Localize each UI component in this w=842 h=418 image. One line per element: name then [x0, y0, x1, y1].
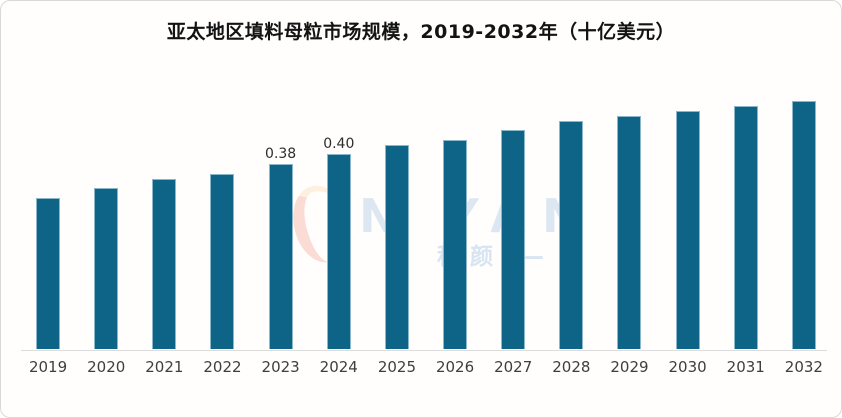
bar-2027: [501, 130, 526, 349]
bar-column-2028: [542, 79, 600, 349]
x-tick-2023: 2023: [261, 358, 300, 376]
x-tick-2030: 2030: [668, 358, 707, 376]
x-tick-2024: 2024: [319, 358, 358, 376]
bar-2021: [152, 179, 177, 349]
bar-column-2025: [368, 79, 426, 349]
bar-2024: [326, 154, 351, 349]
chart-title: 亚太地区填料母粒市场规模，2019-2032年（十亿美元）: [166, 21, 676, 43]
bar-2020: [94, 188, 119, 349]
bar-2025: [384, 145, 409, 349]
bar-2031: [733, 106, 758, 349]
bar-2022: [210, 174, 235, 349]
bar-column-2019: [19, 79, 77, 349]
bar-column-2027: [484, 79, 542, 349]
x-tick-2028: 2028: [552, 358, 591, 376]
bar-2019: [36, 198, 61, 349]
x-tick-2032: 2032: [784, 358, 823, 376]
x-tick-2026: 2026: [435, 358, 475, 376]
bar-value-label-2023: 0.38: [265, 146, 297, 162]
bar-column-2022: [193, 79, 251, 349]
x-tick-2025: 2025: [377, 358, 416, 376]
bar-column-2021: [135, 79, 193, 349]
x-tick-2021: 2021: [145, 358, 184, 376]
x-axis-labels: 2019 2020 2021 2022 2023 2024 2025 2026 2027 2028…: [19, 358, 833, 376]
bar-2028: [559, 121, 584, 349]
bar-column-2020: [77, 79, 135, 349]
bar-column-2031: [717, 79, 775, 349]
bar-column-2024: 0.40: [310, 79, 368, 349]
x-tick-2019: 2019: [28, 358, 68, 376]
x-tick-2027: 2027: [494, 358, 533, 376]
bar-column-2029: [600, 79, 658, 349]
bar-2029: [617, 116, 642, 349]
bar-2026: [443, 140, 468, 349]
bar-value-label-2024: 0.40: [323, 136, 355, 152]
bar-column-2023: 0.38: [252, 79, 310, 349]
bar-column-2026: [426, 79, 484, 349]
bar-plot: 0.38 0.40: [19, 79, 833, 349]
x-tick-2031: 2031: [726, 358, 765, 376]
x-axis-line: [21, 350, 827, 351]
bar-column-2032: [775, 79, 833, 349]
bar-2030: [675, 111, 700, 349]
bar-2032: [791, 101, 816, 349]
x-tick-2020: 2020: [87, 358, 126, 376]
x-tick-2029: 2029: [610, 358, 649, 376]
x-tick-2022: 2022: [203, 358, 242, 376]
bar-column-2030: [659, 79, 717, 349]
bar-2023: [268, 164, 293, 349]
